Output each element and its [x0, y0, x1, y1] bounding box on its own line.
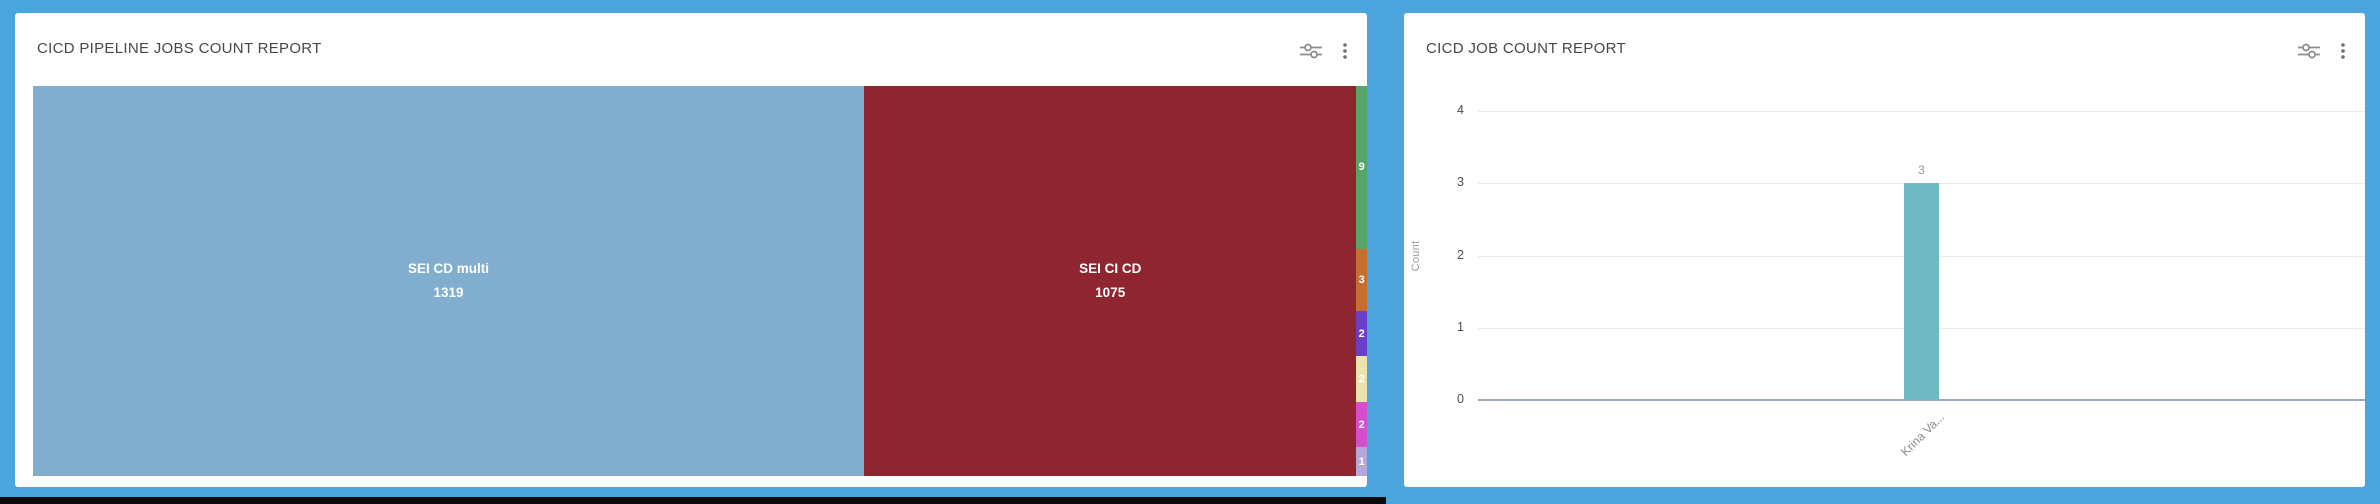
y-tick-label: 1 — [1457, 319, 1464, 334]
kebab-menu-icon[interactable] — [1333, 41, 1357, 61]
panel-title: CICD PIPELINE JOBS COUNT REPORT — [37, 40, 322, 57]
panel-title: CICD JOB COUNT REPORT — [1426, 40, 1626, 57]
treemap-node-value: 1319 — [433, 285, 464, 300]
treemap-node-small[interactable]: 2 — [1356, 356, 1367, 402]
tune-sliders-icon[interactable] — [1299, 41, 1323, 61]
window-bottom-edge — [0, 497, 1386, 504]
y-tick-label: 0 — [1457, 392, 1464, 406]
kebab-menu-icon[interactable] — [2331, 41, 2355, 61]
treemap-node-small[interactable]: 9 — [1356, 86, 1367, 249]
bar-value-label: 3 — [1918, 163, 1925, 178]
treemap-node-small[interactable]: 2 — [1356, 401, 1367, 448]
x-category-label: Krina Va... — [1898, 410, 1948, 459]
tune-sliders-icon[interactable] — [2297, 41, 2321, 61]
x-axis-line — [1478, 399, 2365, 401]
treemap-node[interactable]: SEI CI CD 1075 — [864, 86, 1357, 476]
treemap-node-small[interactable]: 3 — [1356, 248, 1367, 311]
y-tick-label: 3 — [1457, 175, 1464, 190]
treemap-node-name: SEI CD multi — [408, 261, 490, 276]
y-tick-label: 4 — [1457, 103, 1464, 117]
treemap-node-small[interactable]: 1 — [1356, 447, 1367, 476]
treemap-node-name: SEI CI CD — [1079, 261, 1142, 276]
treemap-node-small[interactable]: 2 — [1356, 310, 1367, 357]
bar[interactable] — [1904, 183, 1939, 400]
y-tick-label: 2 — [1457, 247, 1464, 262]
panel-cicd-pipeline-jobs-count: CICD PIPELINE JOBS COUNT REPORT SEI CD m… — [15, 13, 1367, 487]
bar-chart: Count 0 1 2 3 4 3 Krina Va... — [1410, 103, 2365, 459]
treemap-node-value: 1075 — [1095, 285, 1126, 300]
panel-cicd-job-count: CICD JOB COUNT REPORT Count 0 1 2 3 4 3 Krina … — [1404, 13, 2365, 487]
gridline — [1478, 111, 2365, 112]
treemap-node[interactable]: SEI CD multi 1319 — [33, 86, 865, 476]
treemap-chart: SEI CD multi 1319 SEI CI CD 1075 9 3 2 2 2 1 — [33, 86, 1367, 476]
